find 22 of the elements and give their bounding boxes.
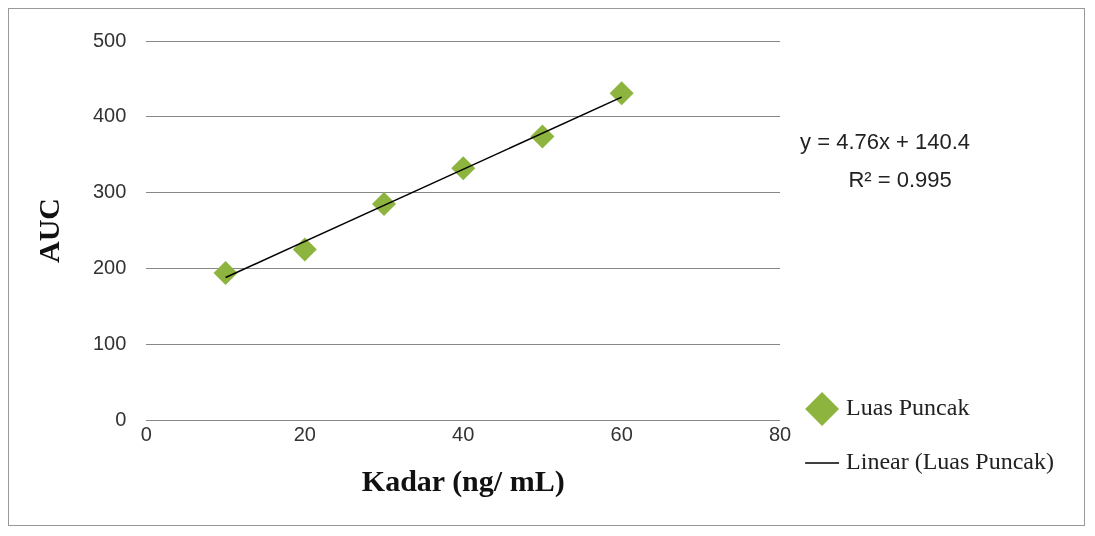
y-tick-label: 400 (92, 104, 127, 127)
x-tick-label: 40 (452, 422, 475, 445)
point (213, 260, 238, 285)
text: R² = 0.995 (848, 167, 952, 192)
y-axis-title: AUC (31, 198, 65, 263)
point (609, 81, 634, 106)
legend-label: Luas Puncak (846, 394, 970, 421)
x-tick-label: 80 (768, 422, 792, 445)
y-tick-label: 200 (92, 255, 127, 278)
y-tick-label: 100 (92, 331, 127, 354)
y-tick-label: 0 (115, 407, 127, 430)
x-axis-title: Kadar (ng/ mL) (361, 463, 565, 498)
point (372, 191, 397, 216)
x-tick-label: 20 (293, 422, 316, 445)
text: y = 4.76x + 140.4 (800, 129, 971, 154)
point (292, 237, 317, 262)
point (451, 156, 476, 181)
legend-label: Linear (Luas Puncak) (846, 448, 1055, 475)
y-tick-label: 500 (92, 28, 127, 51)
x-tick-label: 60 (610, 422, 633, 445)
y-tick-label: 300 (92, 180, 127, 203)
x-tick-label: 0 (140, 422, 152, 445)
